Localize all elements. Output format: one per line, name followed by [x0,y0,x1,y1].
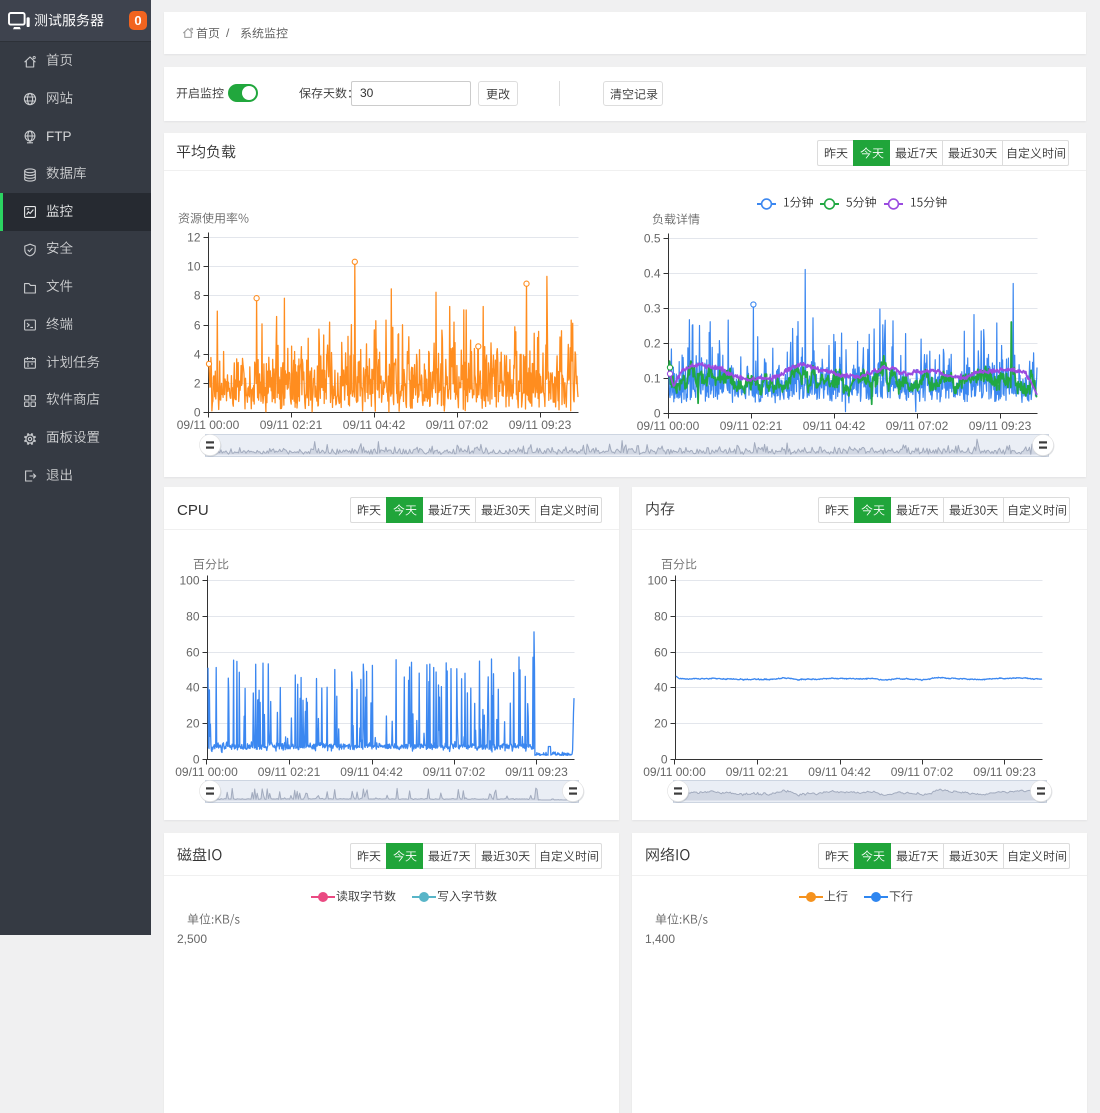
svg-text:09/11 09:23: 09/11 09:23 [973,765,1036,779]
svg-text:8: 8 [194,289,201,303]
svg-text:0: 0 [661,753,668,767]
svg-text:09/11 04:42: 09/11 04:42 [340,765,403,779]
svg-text:09/11 07:02: 09/11 07:02 [891,765,954,779]
svg-text:09/11 04:42: 09/11 04:42 [808,765,871,779]
svg-text:40: 40 [186,681,200,695]
svg-text:60: 60 [186,646,200,660]
svg-text:0.4: 0.4 [644,267,661,281]
svg-text:12: 12 [187,231,201,245]
svg-text:09/11 00:00: 09/11 00:00 [643,765,706,779]
svg-text:09/11 02:21: 09/11 02:21 [260,418,323,432]
svg-text:09/11 09:23: 09/11 09:23 [505,765,568,779]
svg-text:09/11 07:02: 09/11 07:02 [886,419,949,433]
svg-text:60: 60 [654,646,668,660]
svg-text:09/11 04:42: 09/11 04:42 [803,419,866,433]
svg-text:100: 100 [179,574,199,588]
svg-text:09/11 02:21: 09/11 02:21 [258,765,321,779]
svg-text:0: 0 [654,407,661,421]
svg-text:09/11 00:00: 09/11 00:00 [175,765,238,779]
svg-text:4: 4 [194,348,201,362]
svg-text:0.5: 0.5 [644,232,661,246]
svg-text:20: 20 [186,717,200,731]
svg-text:0: 0 [194,406,201,420]
svg-text:09/11 07:02: 09/11 07:02 [426,418,489,432]
svg-text:09/11 00:00: 09/11 00:00 [177,418,240,432]
svg-text:0.1: 0.1 [644,372,661,386]
svg-text:09/11 09:23: 09/11 09:23 [509,418,572,432]
svg-text:09/11 04:42: 09/11 04:42 [343,418,406,432]
svg-text:2: 2 [194,377,201,391]
svg-text:10: 10 [187,260,201,274]
svg-text:0: 0 [193,753,200,767]
svg-text:09/11 02:21: 09/11 02:21 [720,419,783,433]
svg-text:09/11 07:02: 09/11 07:02 [423,765,486,779]
svg-text:100: 100 [647,574,667,588]
svg-text:0.2: 0.2 [644,337,661,351]
svg-text:09/11 00:00: 09/11 00:00 [637,419,700,433]
svg-text:80: 80 [186,610,200,624]
svg-text:40: 40 [654,681,668,695]
svg-text:09/11 02:21: 09/11 02:21 [726,765,789,779]
svg-text:20: 20 [654,717,668,731]
svg-text:6: 6 [194,319,201,333]
svg-text:09/11 09:23: 09/11 09:23 [969,419,1032,433]
svg-text:0.3: 0.3 [644,302,661,316]
svg-text:80: 80 [654,610,668,624]
